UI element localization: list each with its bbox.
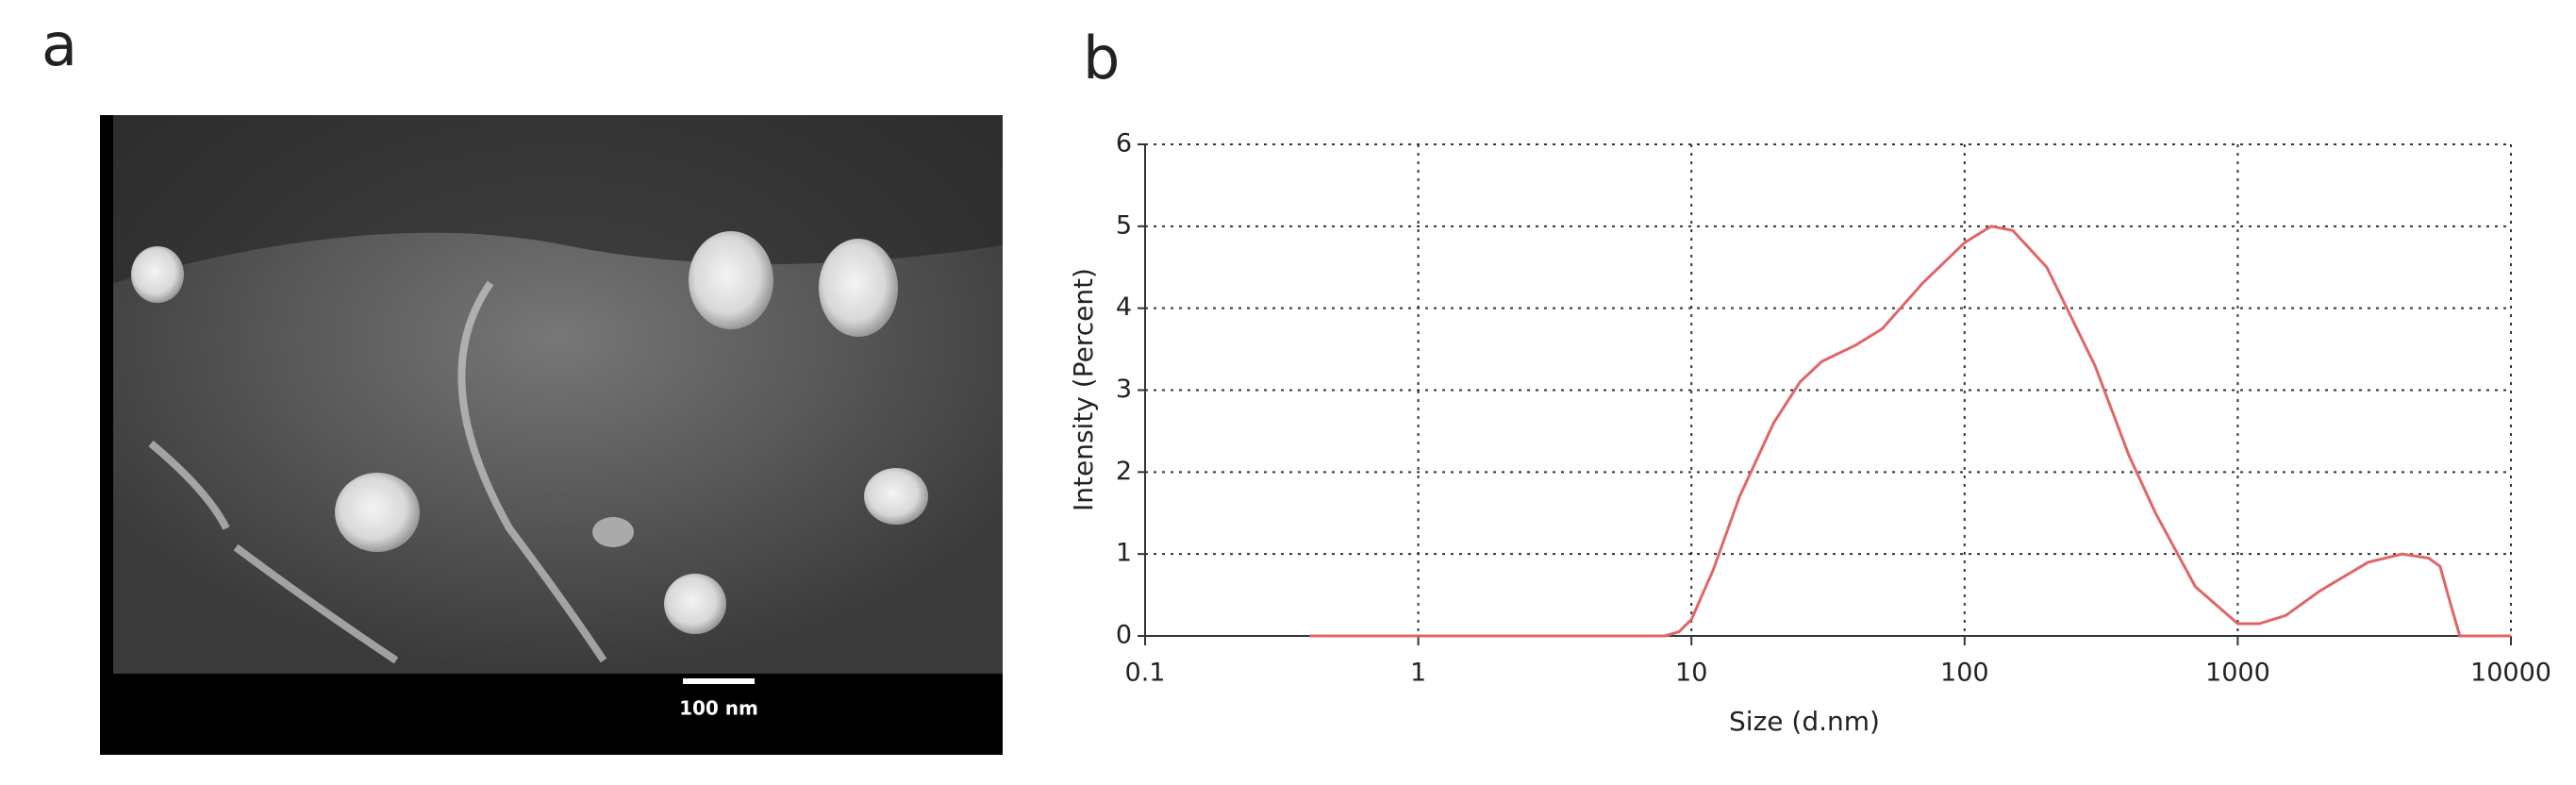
x-tick-label: 10000 bbox=[2470, 659, 2551, 688]
sem-image: 100 nm bbox=[100, 115, 1003, 755]
y-tick-label: 1 bbox=[1116, 539, 1132, 568]
x-tick-label: 1000 bbox=[2205, 659, 2270, 688]
x-tick-label: 1 bbox=[1410, 659, 1426, 688]
line bbox=[1309, 225, 2511, 638]
x-tick-label: 10 bbox=[1675, 659, 1707, 688]
x-tick-label: 100 bbox=[1940, 659, 1989, 688]
y-axis-label: Intensity (Percent) bbox=[1068, 268, 1099, 511]
x-tick-label: 0.1 bbox=[1125, 659, 1166, 688]
y-tick-label: 3 bbox=[1116, 375, 1132, 404]
x-axis-label: Size (d.nm) bbox=[1729, 706, 1880, 737]
y-tick-label: 6 bbox=[1116, 129, 1132, 159]
panel-label: a bbox=[42, 10, 77, 79]
panel-label: b bbox=[1083, 24, 1120, 92]
scale-bar-label: 100 nm bbox=[679, 697, 758, 720]
y-tick-label: 0 bbox=[1116, 621, 1132, 650]
y-tick-label: 4 bbox=[1116, 292, 1132, 322]
y-tick-label: 5 bbox=[1116, 210, 1132, 240]
y-tick-label: 2 bbox=[1116, 457, 1132, 486]
